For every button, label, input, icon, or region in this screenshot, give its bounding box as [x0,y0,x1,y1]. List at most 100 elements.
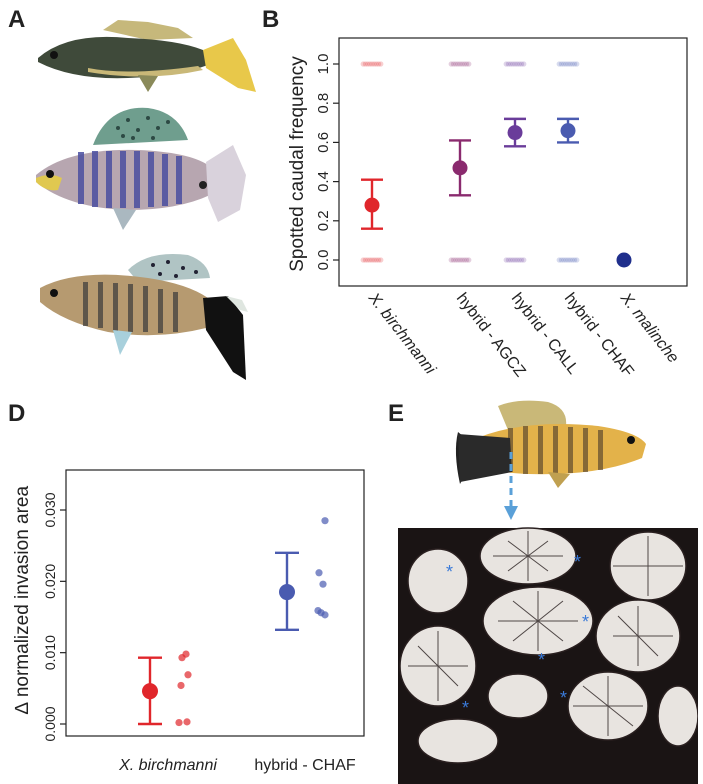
chart-b-raw-point [457,61,463,67]
chart-d-ytick-label: 0.000 [42,706,58,741]
chart-b-ytick-label: 0.8 [315,93,332,114]
chart-b-raw-point [365,257,371,263]
chart-b-raw-point [519,257,525,263]
chart-b-raw-point [362,257,368,263]
chart-b-raw-point [572,257,578,263]
chart-b-raw-point [569,61,575,67]
chart-b-raw-point [371,61,377,67]
chart-b-raw-point [563,257,569,263]
svg-text:*: * [446,562,453,582]
fish-malinche-image [40,254,248,380]
chart-b-raw-point [519,61,525,67]
chart-b-xtick-label: X. birchmanni [364,289,439,378]
chart-b-raw-point [365,61,371,67]
chart-b-mean-point [364,197,380,213]
chart-b-raw-point [561,257,567,263]
chart-b-raw-point [448,61,454,67]
fish-hybrid-image [36,107,246,230]
chart-b-raw-point [558,257,564,263]
histology-panel: * * * * * * [398,400,698,784]
chart-b-raw-point [450,257,456,263]
svg-text:*: * [560,688,567,708]
panel-label-a: A [8,6,26,33]
chart-b-raw-point [508,61,514,67]
panel-label-d: D [8,400,26,427]
chart-d-data-point [175,718,183,727]
chart-b-raw-point [556,61,562,67]
chart-b-raw-point [448,257,454,263]
chart-d: 0.000 0.010 0.020 0.030 X. birchmanni hybrid… [12,469,365,774]
chart-b-raw-point [574,61,580,67]
chart-b-ytick-label: 0.6 [315,132,332,153]
chart-b-raw-point [516,61,522,67]
chart-b-ylabel: Spotted caudal frequency [287,56,308,272]
chart-b-raw-point [461,61,467,67]
chart-b-raw-point [574,257,580,263]
chart-b-mean-point [452,160,468,176]
chart-b-raw-point [378,61,384,67]
chart-b-ytick-label: 1.0 [315,54,332,75]
chart-b-raw-point [376,257,382,263]
chart-b-raw-point [461,257,467,263]
chart-b-raw-point [521,257,527,263]
svg-text:*: * [582,612,589,632]
chart-b-raw-point [362,61,368,67]
chart-b-raw-point [459,257,465,263]
chart-b: 0.00.20.40.60.81.0 X. birchmanni hybrid -… [287,37,688,381]
chart-d-data-point [184,671,192,679]
chart-b-raw-point [369,257,375,263]
fish-section-image [455,400,646,488]
chart-b-raw-point [565,61,571,67]
chart-b-raw-point [371,257,377,263]
chart-b-raw-point [503,257,509,263]
chart-b-raw-point [464,61,470,67]
chart-b-raw-point [505,61,511,67]
chart-d-data-point [319,580,327,588]
chart-d-mean-point [279,584,295,601]
chart-b-raw-point [508,257,514,263]
chart-b-raw-point [556,257,562,263]
chart-b-raw-point [367,257,373,263]
chart-d-data-point [178,654,186,662]
chart-b-raw-point [561,61,567,67]
chart-b-mean-point [616,252,632,268]
fish-photo-panel [36,20,256,380]
panel-label-b: B [262,6,280,33]
chart-b-raw-point [373,61,379,67]
chart-b-raw-point [569,257,575,263]
chart-b-raw-point [457,257,463,263]
svg-text:*: * [538,650,545,670]
chart-b-mean-point [560,123,576,139]
svg-text:*: * [462,698,469,718]
chart-b-frame [338,37,688,287]
chart-b-raw-point [373,257,379,263]
chart-b-raw-point [455,257,461,263]
chart-b-raw-point [503,61,509,67]
chart-d-data-point [321,517,329,525]
chart-b-raw-point [514,61,520,67]
chart-b-raw-point [360,61,366,67]
svg-text:*: * [574,552,581,572]
chart-b-raw-point [510,257,516,263]
chart-d-ylabel: ∆ normalized invasion area [12,486,33,715]
chart-b-raw-point [512,61,518,67]
chart-d-data-point [315,569,323,577]
chart-b-raw-point [567,257,573,263]
chart-b-raw-point [516,257,522,263]
chart-d-data-point [321,611,329,619]
chart-b-raw-point [459,61,465,67]
chart-b-raw-point [376,61,382,67]
chart-d-data-point [177,681,185,690]
chart-d-frame [65,469,365,737]
chart-b-raw-point [466,61,472,67]
chart-b-raw-point [521,61,527,67]
chart-b-raw-point [510,61,516,67]
histology-image: * * * * * * [398,527,698,784]
chart-b-raw-point [453,257,459,263]
chart-b-raw-point [360,257,366,263]
chart-b-raw-point [512,257,518,263]
chart-b-raw-point [464,257,470,263]
chart-b-raw-point [369,61,375,67]
chart-b-ytick-label: 0.4 [315,171,332,192]
chart-b-raw-point [450,61,456,67]
